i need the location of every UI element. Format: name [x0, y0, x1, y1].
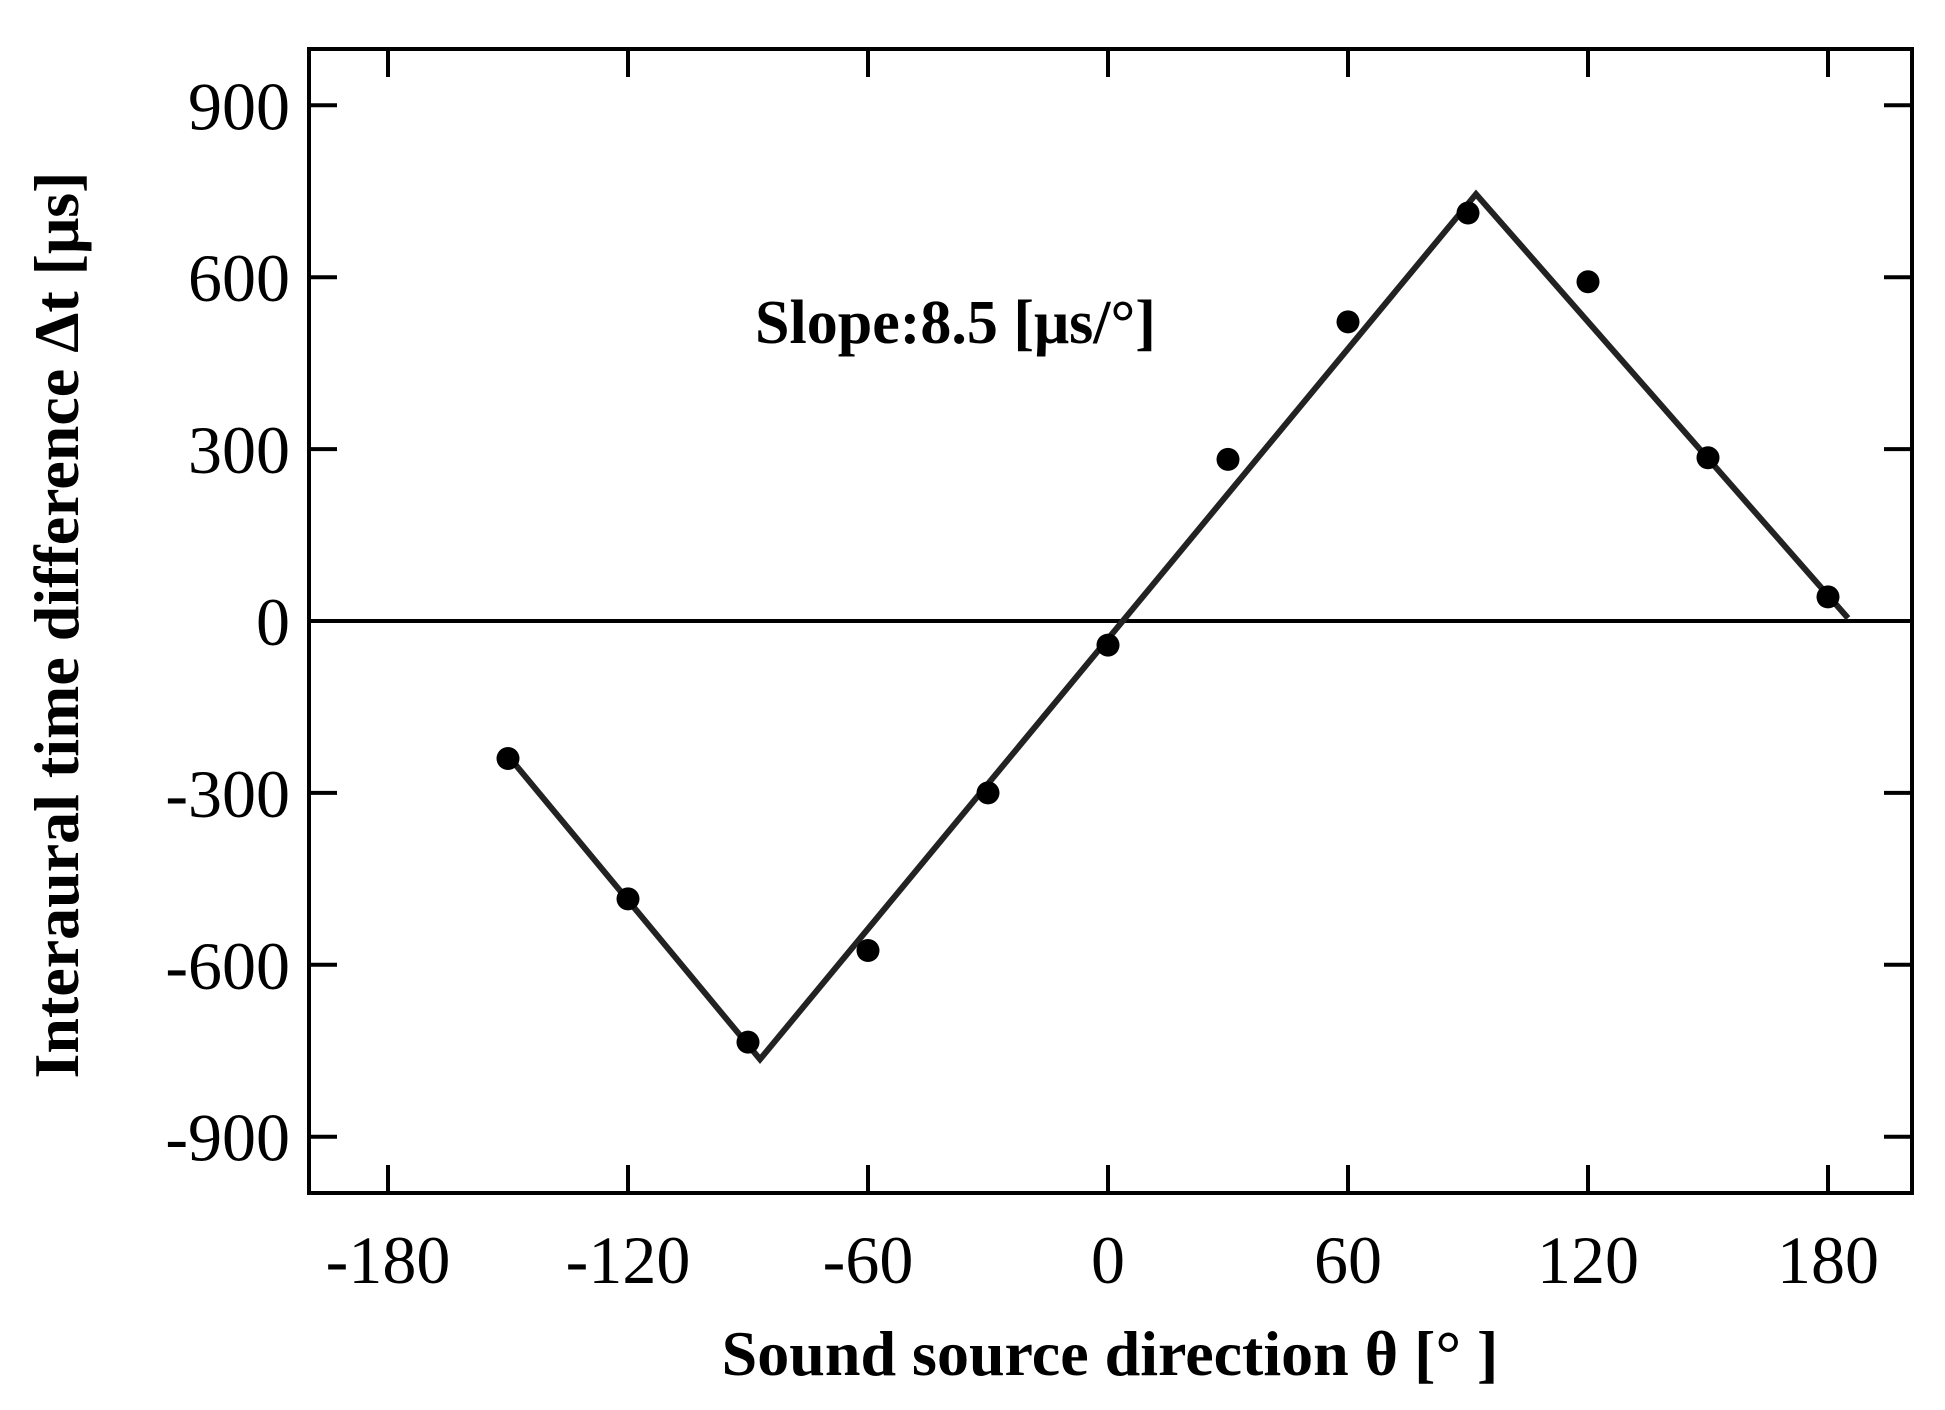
- x-axis-ticks: -180 -120 -60 0 60 120 180: [326, 49, 1879, 1298]
- x-tick-label: -180: [326, 1222, 451, 1298]
- x-axis-title: Sound source direction θ [° ]: [722, 1318, 1499, 1389]
- fit-line: [505, 189, 1851, 1065]
- y-axis-title: Interaural time difference Δt [μs]: [21, 172, 92, 1079]
- y-axis-ticks: -900 -600 -300 0 300 600 900: [165, 68, 1912, 1176]
- x-tick-label: 180: [1777, 1222, 1879, 1298]
- data-point: [1456, 201, 1480, 225]
- data-points: [496, 201, 1840, 1054]
- data-point: [1216, 447, 1240, 471]
- slope-annotation: Slope:8.5 [μs/°]: [755, 289, 1156, 357]
- data-point: [1696, 446, 1720, 470]
- data-point: [976, 781, 1000, 805]
- x-tick-label: -120: [566, 1222, 691, 1298]
- x-tick-label: 120: [1537, 1222, 1639, 1298]
- data-point: [1576, 270, 1600, 294]
- y-tick-label: -900: [165, 1100, 290, 1176]
- y-tick-label: 900: [188, 68, 290, 144]
- y-tick-label: 600: [188, 240, 290, 316]
- data-point: [1096, 633, 1120, 657]
- data-point: [1336, 310, 1360, 334]
- y-tick-label: 0: [256, 584, 290, 660]
- data-point: [496, 747, 520, 771]
- y-tick-label: -600: [165, 928, 290, 1004]
- data-point: [616, 887, 640, 911]
- x-tick-label: -60: [823, 1222, 914, 1298]
- y-tick-label: 300: [188, 412, 290, 488]
- data-point: [856, 938, 880, 962]
- data-point: [736, 1030, 760, 1054]
- y-tick-label: -300: [165, 756, 290, 832]
- x-tick-label: 60: [1314, 1222, 1382, 1298]
- data-point: [1816, 585, 1840, 609]
- x-tick-label: 0: [1091, 1222, 1125, 1298]
